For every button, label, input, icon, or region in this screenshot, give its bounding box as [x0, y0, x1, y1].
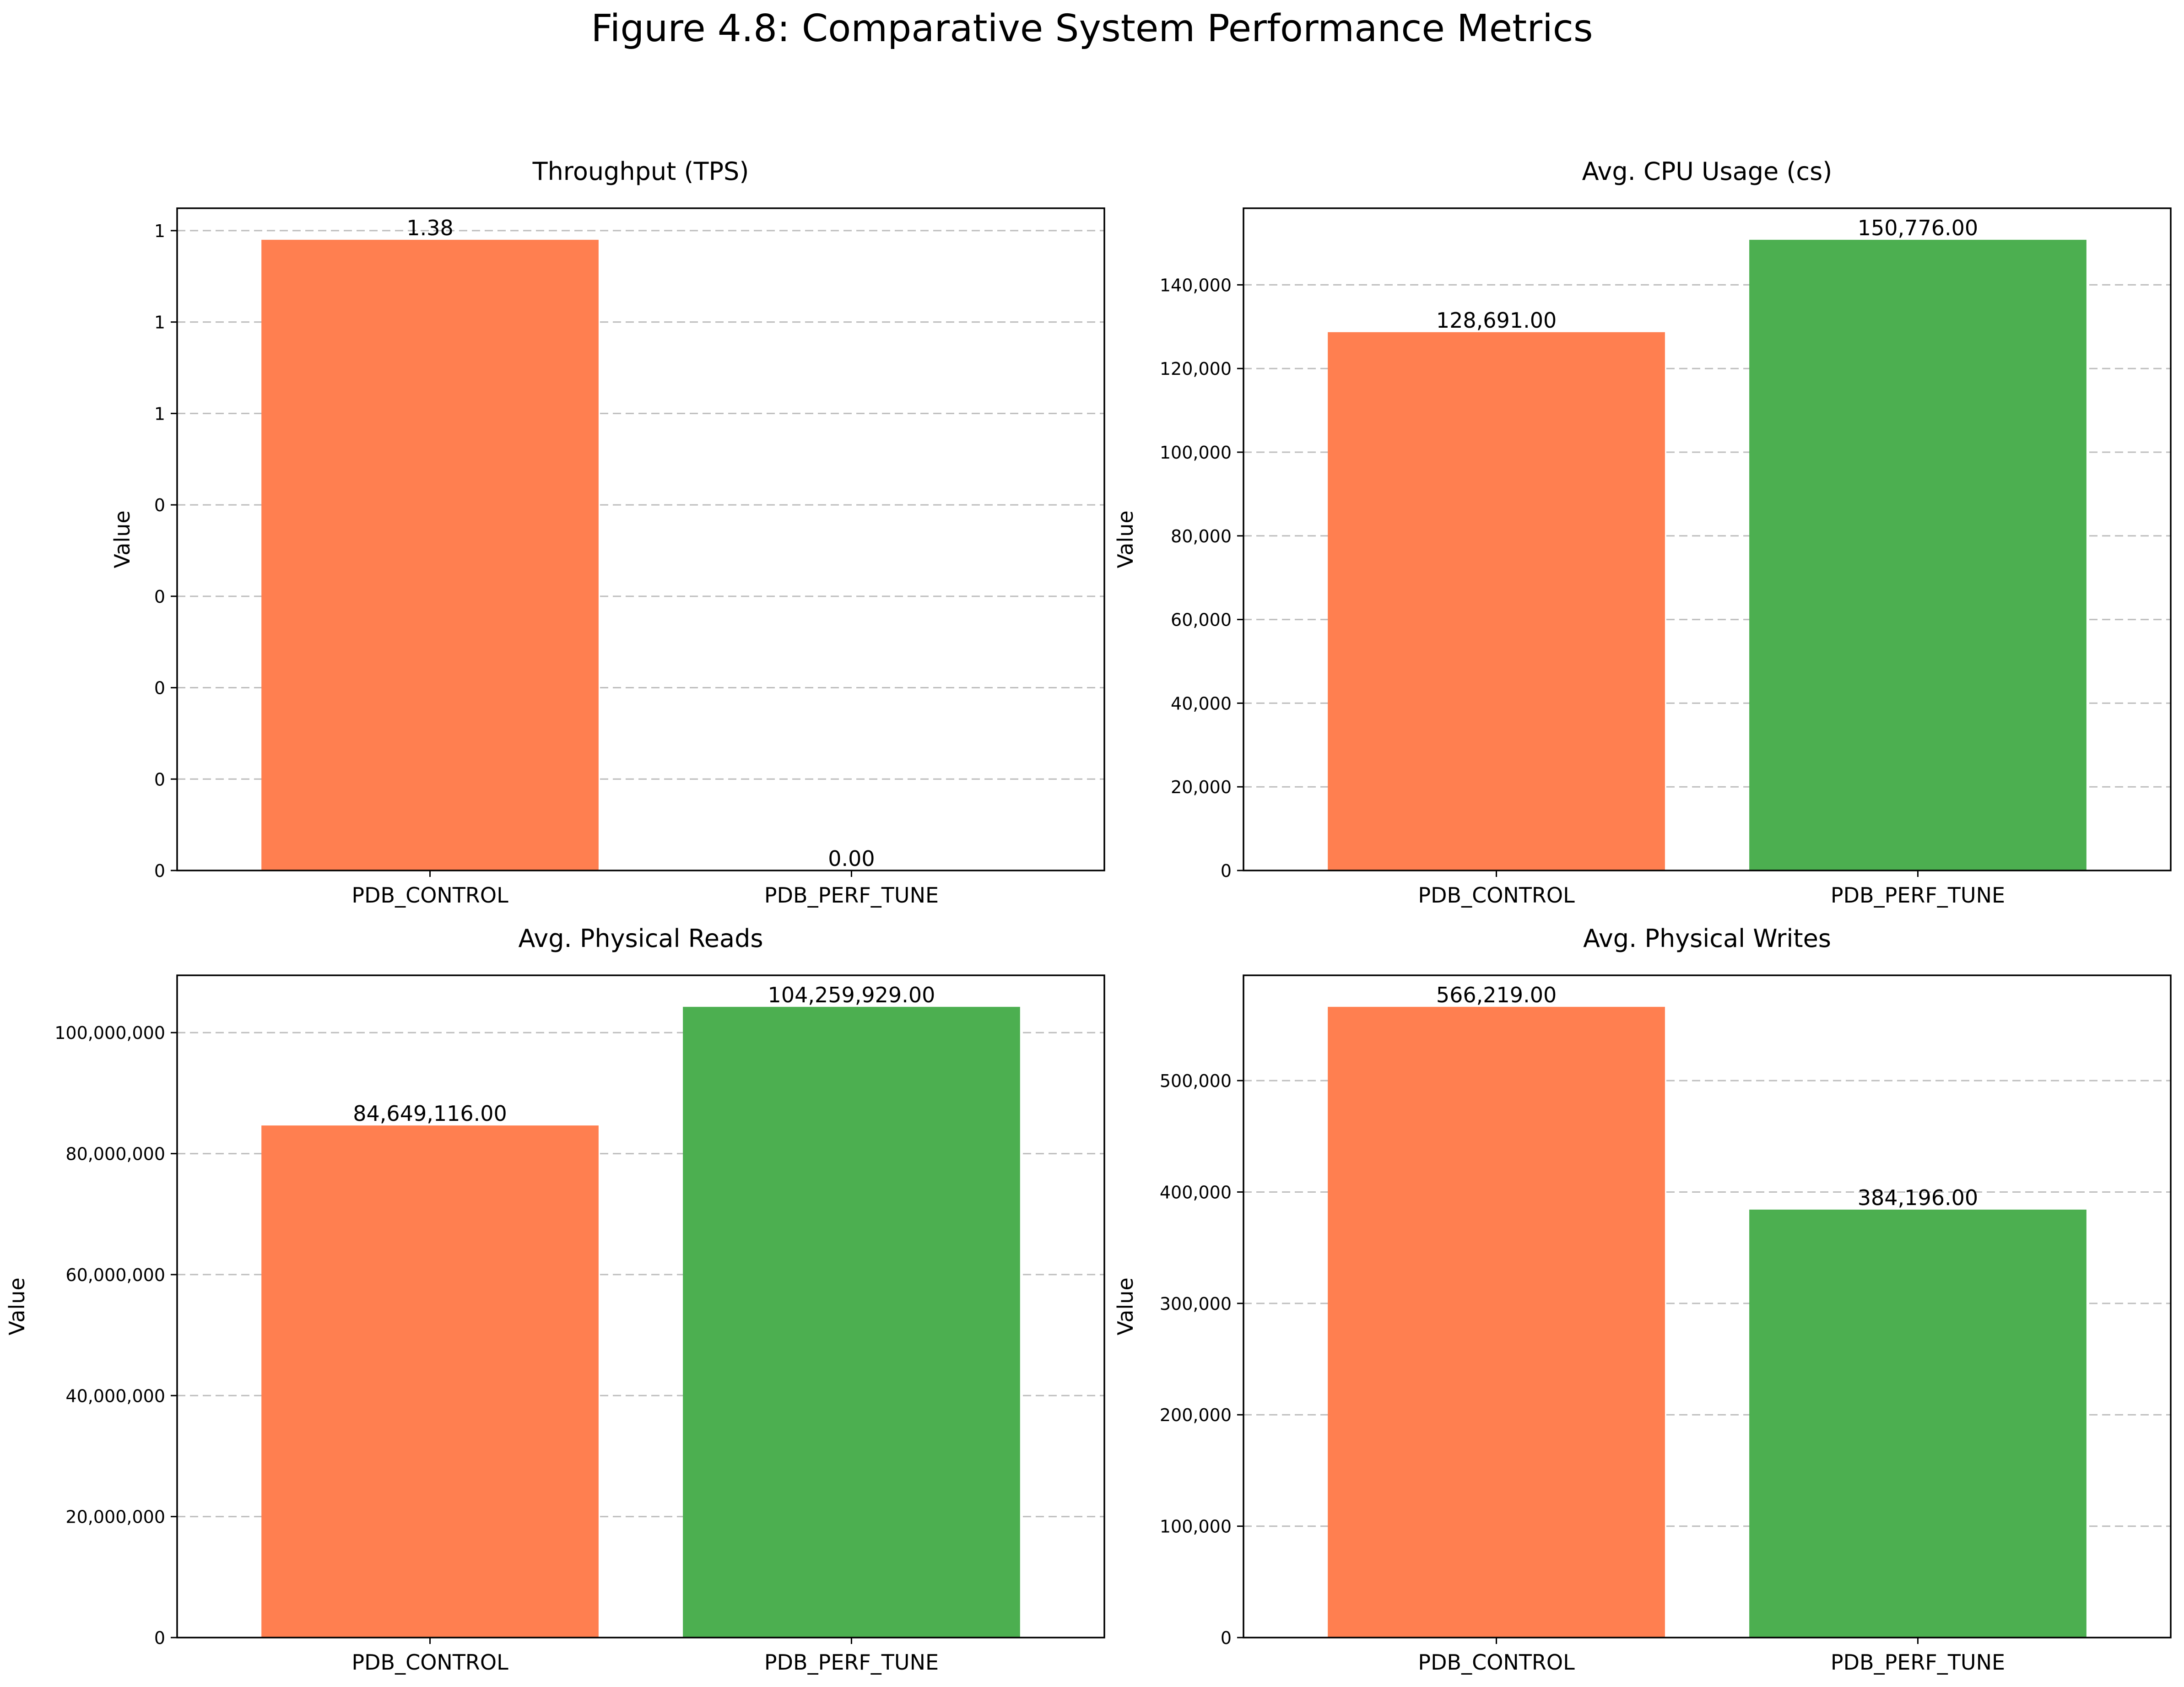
y-tick-label: 40,000 — [1171, 693, 1232, 714]
y-tick-label: 0 — [154, 678, 165, 698]
x-tick-label: PDB_CONTROL — [1418, 1650, 1575, 1675]
y-tick-label: 120,000 — [1160, 359, 1232, 379]
y-tick-label: 0 — [1221, 861, 1232, 881]
bar-pdb-control — [261, 239, 599, 871]
y-tick-label: 100,000 — [1160, 443, 1232, 463]
bar-pdb-perf-tune — [1749, 239, 2087, 871]
figure-title: Figure 4.8: Comparative System Performan… — [591, 7, 1593, 50]
y-tick-label: 1 — [154, 221, 165, 241]
y-tick-label: 80,000,000 — [65, 1144, 165, 1164]
x-tick-label: PDB_PERF_TUNE — [1831, 883, 2005, 908]
bar-value-label: 84,649,116.00 — [353, 1101, 507, 1126]
y-tick-label: 140,000 — [1160, 275, 1232, 295]
bar-pdb-control — [1328, 332, 1665, 871]
x-tick-label: PDB_CONTROL — [1418, 883, 1575, 908]
y-tick-label: 60,000,000 — [65, 1265, 165, 1285]
y-tick-label: 0 — [154, 1628, 165, 1648]
bar-pdb-perf-tune — [1749, 1209, 2087, 1638]
y-tick-label: 0 — [1221, 1628, 1232, 1648]
chart-panel-1: 1.38 PDB_CONTROL 0.00 PDB_PERF_TUNE 0 0 0 0 0 1 1 1… — [110, 157, 1105, 908]
y-axis-label: Value — [5, 1277, 29, 1335]
chart-title: Avg. Physical Writes — [1583, 924, 1831, 953]
y-tick-label: 20,000,000 — [65, 1507, 165, 1527]
y-tick-label: 0 — [154, 495, 165, 515]
bar-value-label: 566,219.00 — [1436, 983, 1557, 1007]
chart-title: Avg. Physical Reads — [519, 924, 763, 953]
bar-value-label: 0.00 — [828, 846, 875, 871]
y-tick-label: 40,000,000 — [65, 1386, 165, 1406]
bar-value-label: 128,691.00 — [1436, 308, 1557, 333]
chart-panel-2: 128,691.00 PDB_CONTROL 150,776.00 PDB_PERF_… — [1113, 157, 2172, 908]
chart-title: Throughput (TPS) — [532, 157, 749, 186]
y-tick-label: 0 — [154, 587, 165, 607]
y-axis-label: Value — [1113, 510, 1138, 568]
bar-pdb-control — [261, 1125, 599, 1638]
axes-frame — [176, 974, 1105, 1638]
y-tick-label: 60,000 — [1171, 610, 1232, 630]
y-tick-label: 80,000 — [1171, 526, 1232, 546]
chart-panel-3: 84,649,116.00 PDB_CONTROL 104,259,929.00 PD… — [5, 924, 1105, 1675]
x-tick-label: PDB_PERF_TUNE — [764, 1650, 939, 1675]
chart-panel-4: 566,219.00 PDB_CONTROL 384,196.00 PDB_PERF_… — [1113, 924, 2172, 1675]
bar-value-label: 104,259,929.00 — [768, 983, 935, 1007]
axes-frame — [1243, 207, 2172, 871]
y-tick-label: 20,000 — [1171, 777, 1232, 797]
x-tick-label: PDB_PERF_TUNE — [764, 883, 939, 908]
x-tick-label: PDB_CONTROL — [351, 1650, 508, 1675]
y-axis-label: Value — [110, 510, 135, 568]
y-tick-label: 200,000 — [1160, 1405, 1232, 1425]
bar-value-label: 1.38 — [406, 216, 453, 240]
axes-frame — [176, 207, 1105, 871]
bar-pdb-control — [1328, 1006, 1665, 1638]
chart-title: Avg. CPU Usage (cs) — [1582, 157, 1833, 186]
bar-pdb-perf-tune — [683, 1006, 1020, 1638]
y-tick-label: 500,000 — [1160, 1071, 1232, 1091]
y-tick-label: 1 — [154, 313, 165, 333]
x-tick-label: PDB_PERF_TUNE — [1831, 1650, 2005, 1675]
y-tick-label: 1 — [154, 404, 165, 424]
bar-value-label: 150,776.00 — [1858, 216, 1978, 240]
y-tick-label: 400,000 — [1160, 1182, 1232, 1202]
y-axis-label: Value — [1113, 1277, 1138, 1335]
bar-value-label: 384,196.00 — [1858, 1185, 1978, 1210]
y-tick-label: 300,000 — [1160, 1294, 1232, 1314]
y-tick-label: 0 — [154, 861, 165, 881]
y-tick-label: 100,000,000 — [54, 1023, 165, 1043]
y-tick-label: 100,000 — [1160, 1517, 1232, 1537]
y-tick-label: 0 — [154, 769, 165, 789]
x-tick-label: PDB_CONTROL — [351, 883, 508, 908]
axes-frame — [1243, 974, 2172, 1638]
